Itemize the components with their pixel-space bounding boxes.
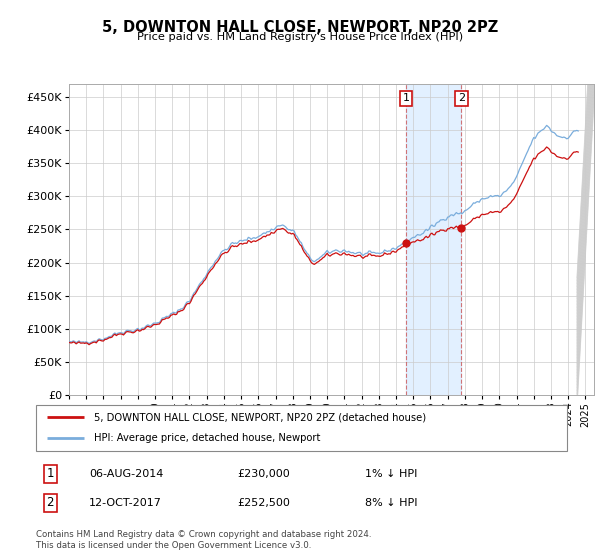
Text: 06-AUG-2014: 06-AUG-2014 <box>89 469 163 479</box>
Text: Price paid vs. HM Land Registry's House Price Index (HPI): Price paid vs. HM Land Registry's House … <box>137 32 463 43</box>
Text: 5, DOWNTON HALL CLOSE, NEWPORT, NP20 2PZ (detached house): 5, DOWNTON HALL CLOSE, NEWPORT, NP20 2PZ… <box>94 412 427 422</box>
Text: 1% ↓ HPI: 1% ↓ HPI <box>365 469 418 479</box>
Point <box>401 238 411 247</box>
Text: 1: 1 <box>47 468 54 480</box>
Point <box>457 223 466 232</box>
Text: 2: 2 <box>458 94 465 104</box>
Text: 12-OCT-2017: 12-OCT-2017 <box>89 498 162 508</box>
Text: £230,000: £230,000 <box>238 469 290 479</box>
Text: 8% ↓ HPI: 8% ↓ HPI <box>365 498 418 508</box>
Text: HPI: Average price, detached house, Newport: HPI: Average price, detached house, Newp… <box>94 433 321 444</box>
Text: 5, DOWNTON HALL CLOSE, NEWPORT, NP20 2PZ: 5, DOWNTON HALL CLOSE, NEWPORT, NP20 2PZ <box>102 20 498 35</box>
Text: 1: 1 <box>403 94 410 104</box>
Bar <box>406 84 461 395</box>
Text: 2: 2 <box>47 496 54 510</box>
Text: £252,500: £252,500 <box>238 498 290 508</box>
FancyBboxPatch shape <box>36 405 567 451</box>
Text: Contains HM Land Registry data © Crown copyright and database right 2024.
This d: Contains HM Land Registry data © Crown c… <box>36 530 371 550</box>
